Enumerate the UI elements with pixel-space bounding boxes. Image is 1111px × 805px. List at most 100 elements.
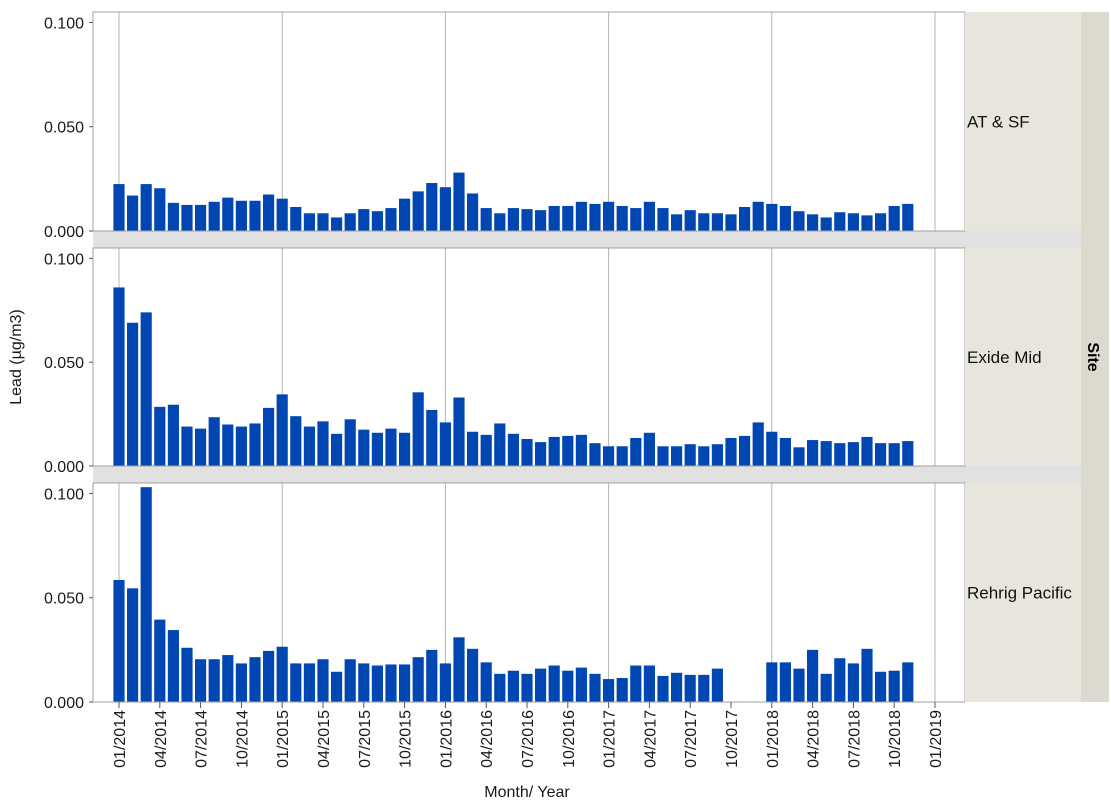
panel-rehrig-pacific: 0.000 0.050 0.100 Rehrig Pacific	[44, 482, 1081, 712]
plot-area	[93, 12, 965, 231]
bar	[521, 439, 533, 466]
bar	[399, 198, 411, 231]
bar	[793, 447, 805, 466]
bar	[671, 214, 683, 231]
bar	[820, 441, 832, 466]
bar	[548, 665, 560, 702]
bar	[616, 446, 628, 466]
bar	[317, 659, 329, 702]
bar	[303, 663, 315, 702]
bar	[263, 650, 275, 702]
bar	[399, 664, 411, 702]
bar	[766, 431, 778, 466]
site-label-box	[965, 483, 1081, 702]
x-tick-label: 01/2019	[928, 710, 945, 768]
bar	[725, 214, 737, 231]
bar	[127, 588, 139, 702]
bar	[643, 432, 655, 466]
bar	[494, 423, 506, 466]
bar	[181, 204, 193, 231]
bar	[643, 665, 655, 702]
bar	[684, 674, 696, 702]
bar	[902, 203, 914, 231]
bar	[127, 195, 139, 231]
panel-separator	[93, 466, 1081, 483]
bar	[779, 437, 791, 466]
bar	[535, 668, 547, 702]
x-tick-label: 04/2015	[316, 710, 333, 768]
site-group-title: Site	[1084, 342, 1101, 371]
bar	[793, 211, 805, 231]
bar	[521, 209, 533, 231]
bar	[575, 667, 587, 702]
bar	[616, 678, 628, 702]
panel-separator	[93, 231, 1081, 248]
bar	[439, 422, 451, 466]
y-tick-label: 0.050	[44, 355, 84, 372]
bar	[263, 194, 275, 231]
bar	[902, 662, 914, 702]
bar	[779, 205, 791, 231]
bar	[671, 672, 683, 702]
bar	[113, 287, 125, 466]
x-tick-label: 10/2017	[724, 710, 741, 768]
bar	[480, 662, 492, 702]
bar	[181, 647, 193, 702]
bar	[249, 657, 261, 702]
x-tick-label: 10/2014	[234, 710, 251, 768]
bar	[861, 215, 873, 231]
x-tick-label: 10/2016	[561, 710, 578, 768]
panel-exide-mid: 0.000 0.050 0.100 Exide Mid	[44, 247, 1081, 476]
site-group-strip	[1081, 12, 1109, 702]
x-tick-label: 04/2016	[479, 710, 496, 768]
bar	[766, 203, 778, 231]
x-tick-label: 07/2018	[846, 710, 863, 768]
site-label-box	[965, 12, 1081, 231]
x-tick-label: 04/2014	[153, 710, 170, 768]
bar	[834, 658, 846, 702]
bar	[875, 443, 887, 466]
bar	[276, 646, 288, 702]
y-tick-label: 0.000	[44, 695, 84, 712]
bar	[195, 428, 207, 466]
panel-at-sf: 0.000 0.050 0.100 AT & SF	[44, 11, 1081, 241]
bar	[181, 426, 193, 466]
bar	[426, 183, 438, 231]
y-tick-label: 0.000	[44, 224, 84, 241]
y-tick-label: 0.100	[44, 486, 84, 503]
bar	[290, 207, 302, 231]
bar	[453, 637, 465, 702]
bar	[875, 213, 887, 231]
y-tick-label: 0.100	[44, 251, 84, 268]
bar	[467, 193, 479, 231]
bar	[371, 432, 383, 466]
site-label: Exide Mid	[967, 348, 1042, 367]
bar	[358, 663, 370, 702]
bar	[235, 200, 247, 231]
bar	[507, 208, 519, 231]
bar	[834, 212, 846, 231]
bar	[575, 201, 587, 231]
bar	[426, 649, 438, 702]
bar	[535, 210, 547, 231]
x-axis-title: Month/ Year	[484, 784, 570, 801]
bar	[752, 201, 764, 231]
bar	[453, 172, 465, 231]
bar	[807, 440, 819, 466]
bar	[195, 204, 207, 231]
bar	[249, 423, 261, 466]
x-tick-label: 01/2017	[602, 710, 619, 768]
bar	[807, 214, 819, 231]
x-tick-label: 01/2014	[112, 710, 129, 768]
bar	[711, 213, 723, 231]
bar	[589, 443, 601, 466]
x-tick-label: 10/2015	[398, 710, 415, 768]
x-tick-label: 10/2018	[887, 710, 904, 768]
bar	[657, 675, 669, 702]
bar	[902, 441, 914, 466]
bar	[439, 187, 451, 231]
bar	[603, 446, 615, 466]
bar	[453, 397, 465, 466]
bar	[235, 663, 247, 702]
bar	[371, 665, 383, 702]
